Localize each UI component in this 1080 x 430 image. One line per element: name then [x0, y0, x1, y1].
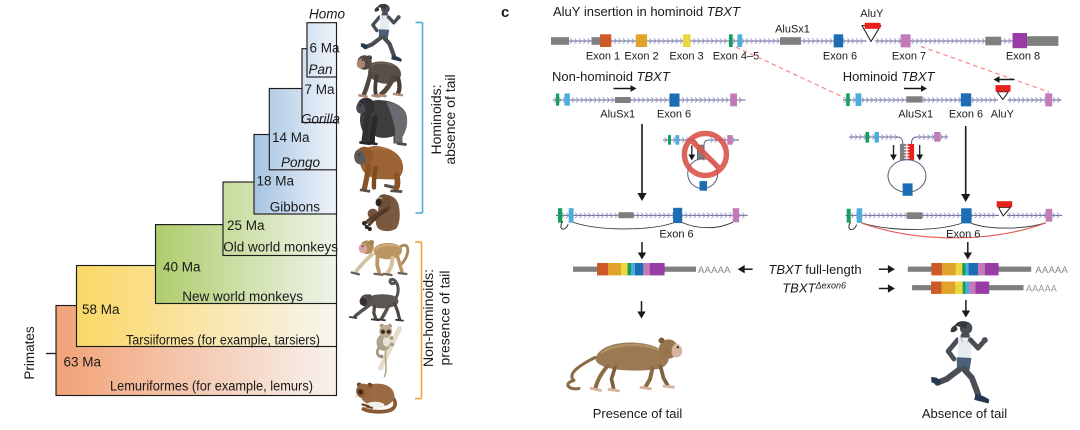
svg-text:58 Ma: 58 Ma: [82, 302, 120, 317]
svg-text:7 Ma: 7 Ma: [305, 82, 336, 97]
svg-text:Exon 6: Exon 6: [659, 229, 693, 241]
svg-text:Non-hominoid TBXT: Non-hominoid TBXT: [552, 69, 671, 84]
svg-text:Primates: Primates: [22, 326, 37, 380]
svg-text:Exon 6: Exon 6: [657, 109, 691, 121]
svg-text:Lemuriformes (for example, lem: Lemuriformes (for example, lemurs): [110, 379, 313, 394]
svg-text:14 Ma: 14 Ma: [272, 130, 310, 145]
svg-text:New world monkeys: New world monkeys: [182, 289, 303, 304]
svg-text:absence of tail: absence of tail: [442, 74, 458, 164]
svg-text:6 Ma: 6 Ma: [310, 41, 341, 56]
svg-text:Tarsiiformes (for example, tar: Tarsiiformes (for example, tarsiers): [126, 333, 320, 348]
svg-text:AAAAA: AAAAA: [1035, 265, 1068, 276]
svg-text:AAAAA: AAAAA: [698, 265, 731, 276]
svg-text:Presence of tail: Presence of tail: [593, 406, 683, 421]
svg-text:c: c: [501, 4, 509, 21]
svg-text:Pongo: Pongo: [281, 155, 321, 170]
svg-text:Exon 2: Exon 2: [624, 51, 658, 63]
svg-text:Old world monkeys: Old world monkeys: [223, 240, 338, 255]
svg-text:presence of tail: presence of tail: [437, 271, 453, 366]
svg-text:AAAAA: AAAAA: [1026, 284, 1057, 294]
svg-text:18 Ma: 18 Ma: [257, 174, 295, 189]
svg-text:Exon 3: Exon 3: [669, 51, 703, 63]
svg-text:Exon 4–5: Exon 4–5: [713, 51, 759, 63]
svg-text:Absence of tail: Absence of tail: [922, 406, 1007, 421]
svg-text:Exon 6: Exon 6: [949, 109, 983, 121]
svg-text:AluY: AluY: [991, 109, 1015, 121]
svg-text:AluSx1: AluSx1: [898, 109, 933, 121]
svg-text:TBXTΔexon6: TBXTΔexon6: [782, 281, 846, 296]
svg-text:AluSx1: AluSx1: [775, 24, 810, 36]
svg-text:Hominoids:: Hominoids:: [428, 84, 444, 154]
svg-text:Exon 6: Exon 6: [946, 229, 980, 241]
svg-text:25 Ma: 25 Ma: [227, 218, 265, 233]
svg-text:Exon 7: Exon 7: [892, 51, 926, 63]
svg-text:AluSx1: AluSx1: [600, 109, 635, 121]
svg-text:Homo: Homo: [309, 7, 346, 22]
svg-text:40 Ma: 40 Ma: [163, 260, 201, 275]
svg-text:63 Ma: 63 Ma: [64, 355, 102, 370]
svg-text:TBXT full-length: TBXT full-length: [768, 262, 861, 277]
svg-text:Exon 1: Exon 1: [586, 51, 620, 63]
svg-text:AluY insertion in hominoid TBX: AluY insertion in hominoid TBXT: [553, 4, 741, 19]
svg-text:Gorilla: Gorilla: [301, 112, 341, 127]
svg-text:Exon 6: Exon 6: [823, 51, 857, 63]
svg-text:Pan: Pan: [308, 62, 332, 77]
svg-text:Gibbons: Gibbons: [270, 200, 321, 215]
svg-text:Non-hominoids:: Non-hominoids:: [420, 269, 436, 367]
svg-text:Exon 8: Exon 8: [1006, 51, 1040, 63]
svg-text:Hominoid TBXT: Hominoid TBXT: [843, 69, 936, 84]
svg-text:AluY: AluY: [860, 8, 884, 20]
